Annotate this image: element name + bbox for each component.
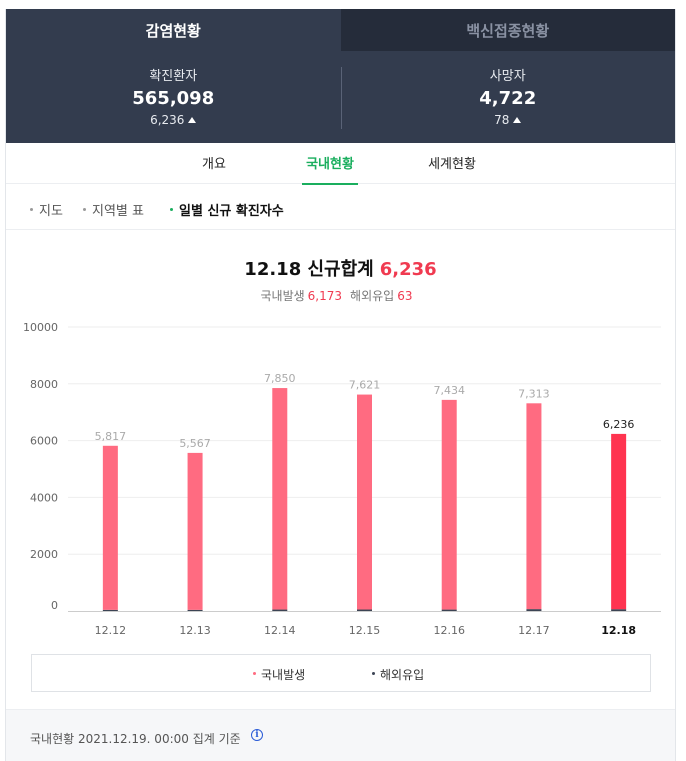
link-daily-cases[interactable]: 일별 신규 확진자수	[170, 200, 284, 219]
link-daily-cases-label: 일별 신규 확진자수	[179, 204, 284, 219]
bar-overseas	[102, 609, 118, 611]
bar-total-label: 7,434	[433, 384, 465, 397]
bar-overseas	[272, 609, 288, 611]
tab-infection-status[interactable]: 감염현황	[6, 9, 341, 51]
x-tick-label: 12.18	[601, 624, 636, 637]
y-tick-label: 2000	[30, 548, 58, 561]
deaths-change-value: 78	[494, 113, 510, 127]
legend-dot-icon	[372, 672, 375, 675]
footer: 국내현황 2021.12.19. 00:00 집계 기준 i	[6, 709, 675, 761]
footer-text: 국내현황 2021.12.19. 00:00 집계 기준	[30, 732, 241, 746]
info-icon[interactable]: i	[251, 729, 263, 741]
tab-overview[interactable]: 개요	[202, 157, 226, 172]
bar-total-label: 5,567	[179, 437, 211, 450]
bar-overseas	[526, 609, 542, 611]
tab-vaccination-status[interactable]: 백신접종현황	[340, 9, 675, 51]
chart-legend: 국내발생 해외유입	[31, 654, 651, 692]
x-tick-label: 12.13	[179, 624, 211, 637]
main-tabs: 감염현황 백신접종현황	[6, 9, 675, 51]
covid-status-widget: 감염현황 백신접종현황 확진환자 565,098 6,236 사망자 4,722…	[5, 9, 676, 761]
chart-title: 12.18 신규합계 6,236	[6, 255, 675, 281]
x-tick-label: 12.14	[264, 624, 296, 637]
y-tick-label: 4000	[30, 491, 58, 504]
deaths-stat: 사망자 4,722 78	[341, 51, 676, 143]
overseas-value: 63	[397, 289, 413, 303]
y-tick-label: 0	[51, 599, 58, 612]
bar-domestic	[187, 452, 203, 610]
legend-domestic[interactable]: 국내발생	[253, 666, 305, 683]
domestic-value: 6,173	[307, 289, 343, 303]
confirmed-change-value: 6,236	[150, 113, 185, 127]
link-region-table[interactable]: 지역별 표	[83, 200, 144, 219]
sub-tabs: 개요 국내현황 세계현황	[6, 143, 675, 185]
confirmed-value: 565,098	[132, 88, 215, 109]
y-tick-label: 8000	[30, 378, 58, 391]
y-tick-label: 6000	[30, 435, 58, 448]
y-tick-label: 10000	[23, 321, 58, 334]
deaths-value: 4,722	[479, 88, 537, 109]
legend-overseas-label: 해외유입	[380, 668, 425, 682]
deaths-label: 사망자	[489, 69, 526, 84]
bullet-icon	[83, 208, 86, 211]
tab-domestic[interactable]: 국내현황	[302, 143, 358, 185]
view-links: 지도 지역별 표 일별 신규 확진자수	[6, 185, 675, 230]
bar-total-label: 5,817	[95, 430, 127, 443]
x-tick-label: 12.16	[433, 624, 465, 637]
bar-domestic	[357, 394, 372, 610]
triangle-up-icon	[513, 117, 522, 123]
domestic-label: 국내발생	[260, 289, 305, 303]
bar-domestic	[611, 433, 627, 610]
x-tick-label: 12.17	[518, 624, 550, 637]
bar-overseas	[611, 609, 627, 611]
bar-overseas	[441, 609, 457, 611]
bar-total-label: 6,236	[603, 418, 635, 431]
link-map-label: 지도	[39, 204, 63, 219]
bar-domestic	[526, 403, 542, 610]
x-tick-label: 12.12	[95, 624, 127, 637]
stats-divider	[341, 67, 342, 129]
confirmed-label: 확진환자	[149, 69, 198, 84]
legend-overseas[interactable]: 해외유입	[372, 666, 424, 683]
deaths-change: 78	[494, 113, 522, 127]
chart-date-label: 12.18 신규합계	[244, 259, 374, 280]
bullet-icon	[170, 208, 173, 211]
tab-world[interactable]: 세계현황	[428, 157, 476, 172]
bar-overseas	[187, 609, 203, 611]
triangle-up-icon	[188, 117, 197, 123]
x-tick-label: 12.15	[349, 624, 381, 637]
legend-domestic-label: 국내발생	[261, 668, 306, 682]
chart-breakdown: 국내발생 6,173 해외유입 63	[6, 287, 675, 304]
bar-overseas	[357, 609, 372, 611]
link-region-table-label: 지역별 표	[92, 204, 144, 219]
bar-domestic	[272, 388, 288, 610]
bar-total-label: 7,621	[349, 379, 381, 392]
summary-panel: 감염현황 백신접종현황 확진환자 565,098 6,236 사망자 4,722…	[6, 9, 675, 143]
overseas-label: 해외유입	[350, 289, 395, 303]
link-map[interactable]: 지도	[30, 200, 63, 219]
daily-cases-chart: 0 2000 4000 6000 8000 10000 5,817 12.12 5,567 12.…	[23, 321, 661, 637]
bar-total-label: 7,313	[518, 387, 550, 400]
bar-domestic	[102, 445, 118, 610]
bullet-icon	[30, 208, 33, 211]
stats-row: 확진환자 565,098 6,236 사망자 4,722 78	[6, 51, 675, 143]
bar-total-label: 7,850	[264, 372, 296, 385]
chart-total: 6,236	[379, 259, 437, 280]
legend-dot-icon	[253, 672, 256, 675]
confirmed-change: 6,236	[150, 113, 197, 127]
confirmed-stat: 확진환자 565,098 6,236	[6, 51, 341, 143]
bar-domestic	[441, 399, 457, 610]
